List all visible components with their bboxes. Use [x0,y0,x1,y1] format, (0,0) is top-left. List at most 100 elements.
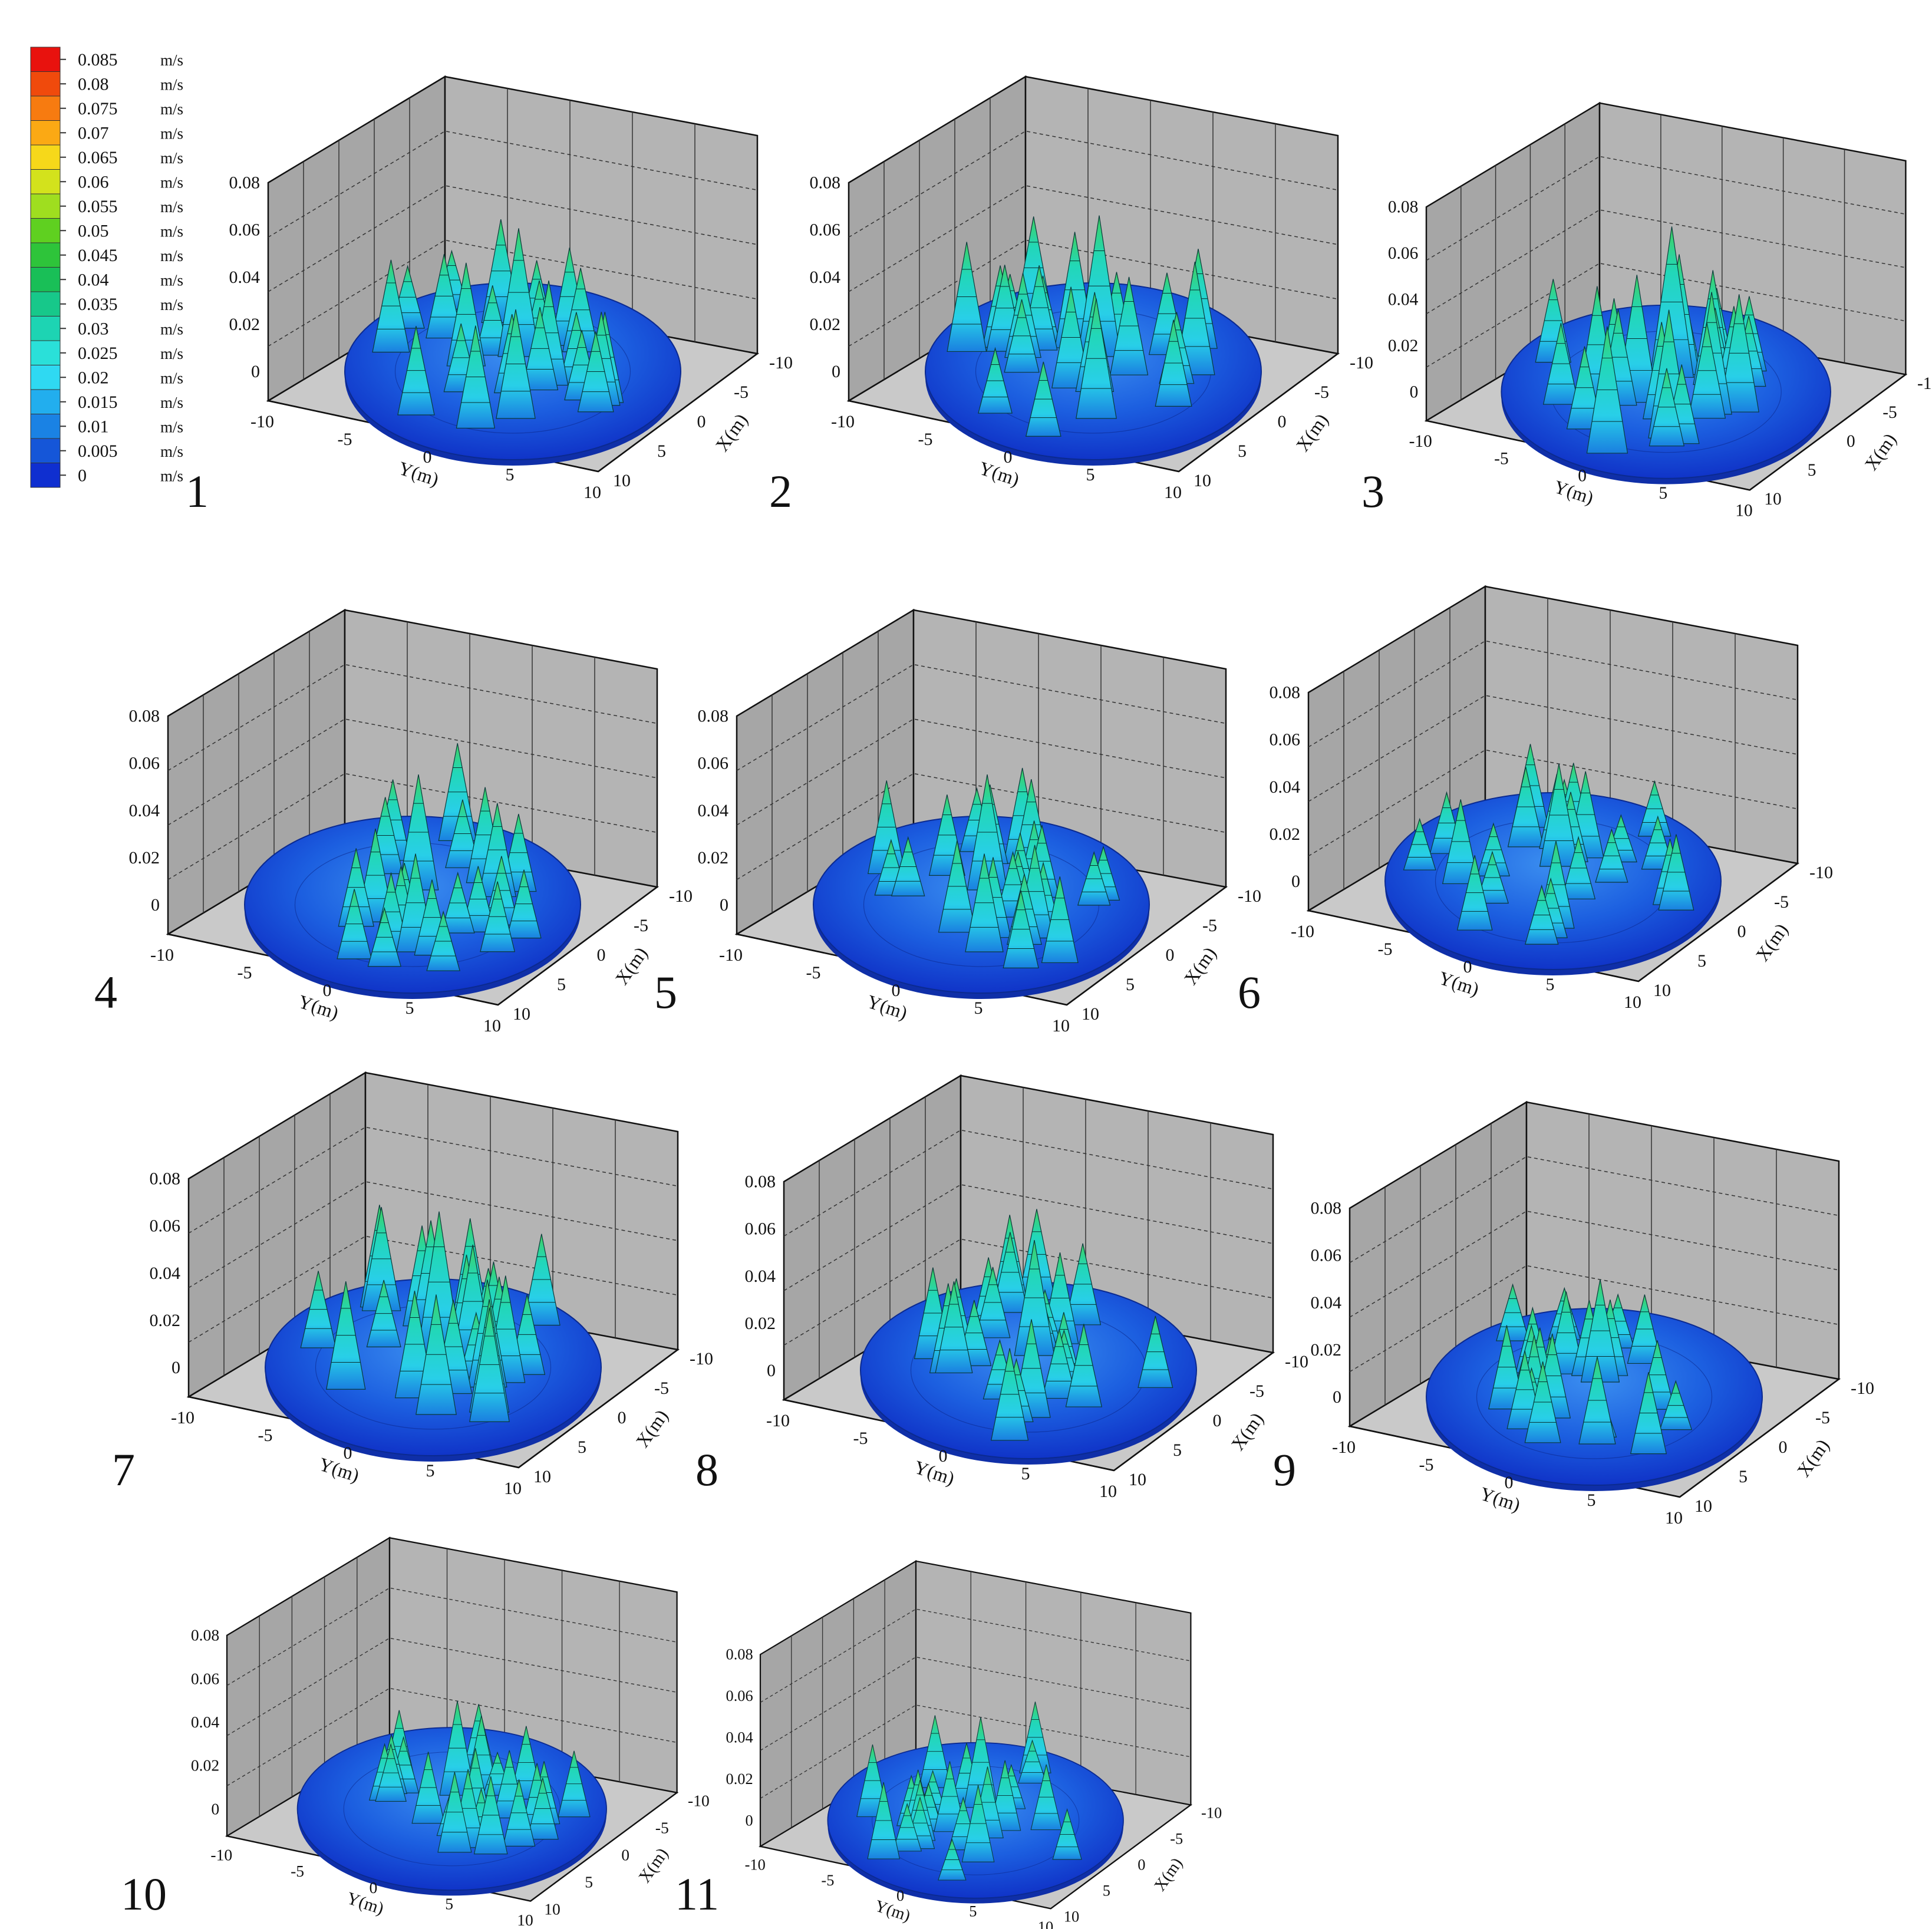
z-tick-label: 0.02 [726,1770,753,1788]
x-tick-label: -5 [1170,1829,1183,1847]
y-tick-label: -10 [250,412,274,431]
y-tick-label: -10 [1409,432,1432,451]
y-tick-label: 5 [426,1461,435,1480]
panel-10: 0 0.02 0.04 0.06 0.08 -10 -5 0 5 10 Y(m) -10 -5 0 5 10 X… [191,1536,710,1929]
y-axis-label: Y(m) [316,1453,362,1486]
panel-2: 0 0.02 0.04 0.06 0.08 -10 -5 0 5 10 Y(m) -10 -5 0 5 10 X… [810,75,1373,502]
legend-unit: m/s [160,75,183,93]
x-axis-label: X(m) [635,1845,672,1887]
x-axis-label: X(m) [1291,410,1332,455]
x-axis-label: X(m) [631,1406,672,1451]
legend-entry: 0.01 m/s [30,414,183,439]
z-tick-label: 0.06 [191,1669,219,1687]
panel-6: 0 0.02 0.04 0.06 0.08 -10 -5 0 5 10 Y(m) -10 -5 0 5 10 X… [1270,585,1833,1012]
x-tick-label: 10 [513,1004,530,1024]
legend-swatch [30,340,61,365]
legend-entry: 0.025 m/s [30,340,183,365]
legend-entry: 0.07 m/s [30,120,183,146]
z-tick-label: 0.08 [1270,683,1301,703]
color-legend: 0.085 m/s0.08 m/s0.075 m/s0.07 m/s0.065 m/s0.… [30,47,183,488]
x-tick-label: 10 [1764,490,1781,509]
x-axis-label: X(m) [1179,943,1220,988]
legend-unit: m/s [160,369,183,387]
x-axis-label: X(m) [711,410,751,455]
z-tick-label: 0 [251,362,260,381]
legend-swatch [30,242,61,268]
x-tick-label: 5 [1126,975,1135,994]
panel-number: 10 [121,1868,167,1920]
x-tick-label: -10 [769,353,793,372]
legend-swatch [30,414,61,439]
z-tick-label: 0.02 [810,315,841,334]
legend-swatch [30,389,61,414]
legend-swatch [30,291,61,316]
panel-8: 0 0.02 0.04 0.06 0.08 -10 -5 0 5 10 Y(m) -10 -5 0 5 10 X… [745,1074,1308,1501]
legend-value: 0.06 [78,172,109,192]
z-tick-label: 0.08 [1311,1199,1342,1218]
y-tick-label: 5 [1546,975,1555,994]
x-tick-label: 5 [1739,1467,1748,1486]
y-axis-label: Y(m) [1436,967,1482,1000]
x-tick-label: 5 [1238,441,1247,461]
x-tick-label: 10 [544,1900,561,1918]
x-tick-label: 10 [613,471,631,490]
legend-value: 0.065 [78,148,118,167]
x-tick-label: -5 [1815,1408,1830,1427]
x-tick-label: -10 [669,886,693,906]
z-tick-label: 0 [767,1361,776,1380]
y-tick-label: -5 [1419,1455,1434,1475]
z-tick-label: 0.08 [191,1626,219,1644]
panel-1: 0 0.02 0.04 0.06 0.08 -10 -5 0 5 10 Y(m) -10 -5 0 5 10 X… [229,75,793,502]
legend-value: 0.045 [78,246,118,265]
y-tick-label: -5 [1494,449,1508,468]
x-tick-label: 5 [1697,951,1706,971]
z-tick-label: 0.08 [229,173,261,193]
legend-value: 0.015 [78,393,118,412]
legend-swatch [30,316,61,341]
legend-unit: m/s [160,271,183,289]
legend-value: 0.05 [78,221,109,240]
x-tick-label: 5 [1808,461,1816,480]
z-tick-label: 0.08 [698,707,729,726]
y-tick-label: 5 [506,465,515,484]
legend-entry: 0.075 m/s [30,95,183,121]
y-tick-label: 0 [939,1446,948,1466]
legend-entry: 0.015 m/s [30,389,183,414]
legend-value: 0.02 [78,368,109,387]
x-tick-label: 10 [1653,981,1671,1000]
x-tick-label: -10 [1809,863,1833,882]
legend-value: 0.055 [78,197,118,216]
y-tick-label: 10 [1099,1482,1117,1501]
z-tick-label: 0.04 [698,801,729,820]
z-tick-label: 0.04 [726,1729,753,1746]
x-tick-label: 10 [1694,1496,1712,1516]
legend-swatch [30,120,61,146]
y-axis-label: Y(m) [344,1889,386,1918]
x-tick-label: 0 [1847,432,1855,451]
legend-entry: 0.065 m/s [30,144,183,170]
z-tick-label: 0.06 [698,754,729,773]
panel-number: 4 [94,967,117,1018]
legend-entry: 0.085 m/s [30,47,183,72]
y-tick-label: 5 [405,998,414,1018]
panel-number: 5 [654,967,677,1018]
y-tick-label: -10 [719,945,743,965]
y-tick-label: -5 [238,963,252,982]
z-tick-label: 0.08 [726,1646,753,1663]
panel-number: 9 [1273,1444,1296,1495]
legend-swatch [30,438,61,463]
y-tick-label: 5 [969,1902,977,1920]
z-tick-label: 0 [720,895,728,915]
y-tick-label: 0 [1004,447,1013,467]
y-tick-label: -5 [291,1862,304,1880]
y-tick-label: 0 [896,1887,904,1904]
y-tick-label: 5 [974,998,983,1018]
y-tick-label: 10 [1624,992,1641,1012]
x-tick-label: 5 [1173,1440,1182,1460]
legend-unit: m/s [160,124,183,142]
legend-entry: 0.06 m/s [30,169,183,194]
panel-number: 8 [695,1444,718,1495]
panel-number: 11 [675,1868,719,1920]
panel-11: 0 0.02 0.04 0.06 0.08 -10 -5 0 5 10 Y(m) -10 -5 0 5 10 X… [726,1559,1222,1929]
y-tick-label: -5 [806,963,821,982]
